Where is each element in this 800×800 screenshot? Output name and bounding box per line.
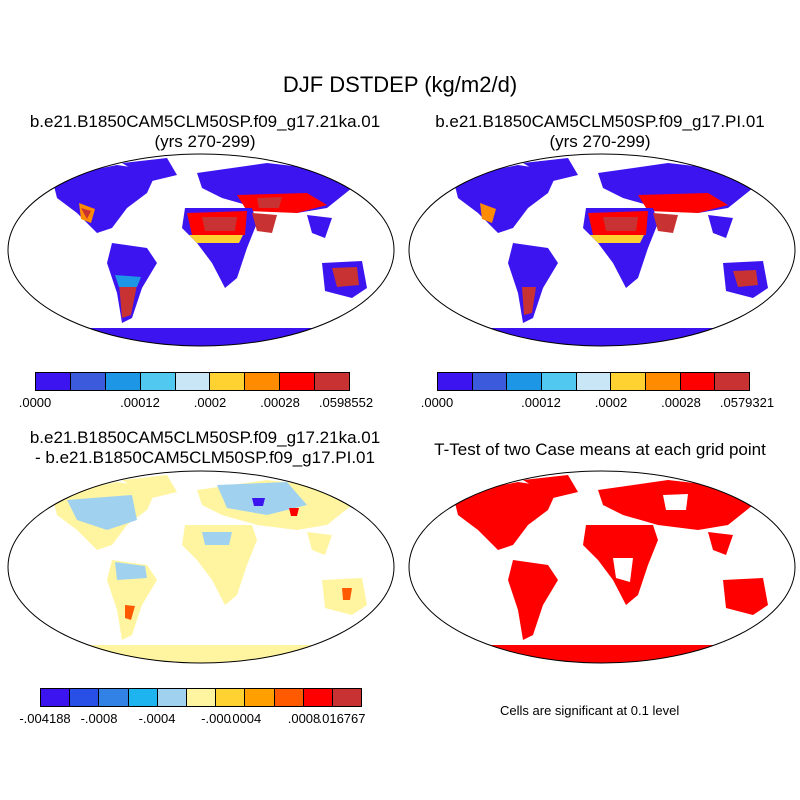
tick-label: .0598552 [318,395,374,410]
colorbar-case1-ticks: .0000 .00012 .0002 .00028 .0598552 [19,395,373,413]
tick-label: .0000 [420,395,454,410]
colorbar-case2 [437,372,750,391]
tick-label: .0000 [18,395,52,410]
panel-diff-title-line1: b.e21.B1850CAM5CLM50SP.f09_g17.21ka.01 [29,428,381,447]
tick-label: .0002 [594,395,628,410]
panel-case1-title-line1: b.e21.B1850CAM5CLM50SP.f09_g17.21ka.01 [29,112,381,131]
map-case1 [7,153,395,347]
tick-label: .0579321 [719,395,775,410]
page-title: DJF DSTDEP (kg/m2/d) [282,72,518,97]
tick-label: .00028 [260,395,300,410]
panel-case1-title-line2: (yrs 270-299) [154,132,256,151]
tick-label: .00012 [521,395,561,410]
panel-case2-title: b.e21.B1850CAM5CLM50SP.f09_g17.PI.01 (yr… [405,112,795,152]
panel-case2-title-line1: b.e21.B1850CAM5CLM50SP.f09_g17.PI.01 [435,112,765,131]
tick-label: .016767 [318,711,366,726]
tick-label: .0002 [193,395,227,410]
colorbar-case1 [35,372,350,391]
colorbar-case2-ticks: .0000 .00012 .0002 .00028 .0579321 [421,395,774,413]
tick-label: -.004188 [19,711,71,726]
panel-diff-title-line2: - b.e21.B1850CAM5CLM50SP.f09_g17.PI.01 [35,448,375,467]
tick-label: .0008 [287,711,321,726]
tick-label: .00012 [120,395,160,410]
colorbar-difference-ticks: -.004188 -.0008 -.0004 -.000 .0004 .0008… [19,711,365,729]
colorbar-difference [40,688,362,707]
panel-case1-title: b.e21.B1850CAM5CLM50SP.f09_g17.21ka.01 (… [5,112,405,152]
panel-diff-title: b.e21.B1850CAM5CLM50SP.f09_g17.21ka.01 -… [5,428,405,468]
map-case2 [408,153,796,347]
map-difference [7,470,395,664]
significance-note: Cells are significant at 0.1 level [500,703,680,718]
tick-label: -.0004 [138,711,176,726]
tick-label: -.000 [201,711,231,726]
panel-case2-title-line2: (yrs 270-299) [549,132,651,151]
tick-label: .0004 [228,711,262,726]
tick-label: .00028 [661,395,701,410]
map-ttest [408,470,796,664]
tick-label: -.0008 [80,711,118,726]
panel-ttest-title: T-Test of two Case means at each grid po… [434,440,766,459]
